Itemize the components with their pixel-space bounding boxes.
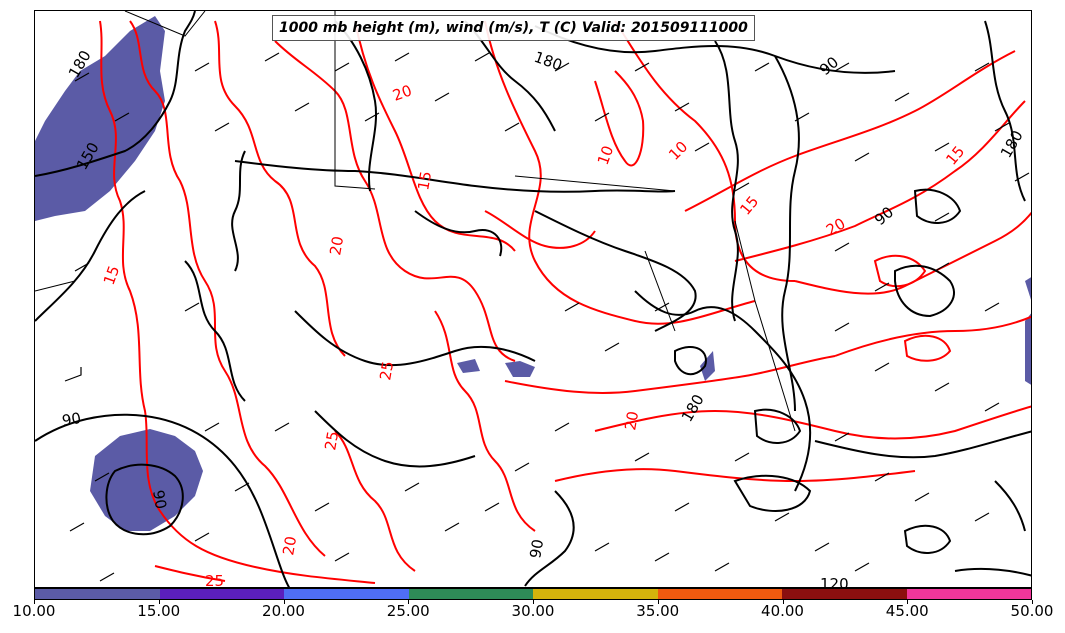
colorbar-segment-7 xyxy=(782,589,907,599)
colorbar-tick-label: 25.00 xyxy=(386,602,430,620)
colorbar-tick-mark xyxy=(408,600,410,604)
colorbar-tick-label: 50.00 xyxy=(1010,602,1054,620)
wind-barbs xyxy=(64,52,1030,582)
colorbar-tick-mark xyxy=(657,600,659,604)
colorbar-tick-label: 10.00 xyxy=(12,602,56,620)
colorbar-tick-mark xyxy=(533,600,534,604)
height-label-5: 90 xyxy=(61,409,83,430)
wind-speed-colorbar xyxy=(34,588,1032,600)
colorbar-tick-mark xyxy=(782,600,784,604)
temp-label-4: 20 xyxy=(390,81,414,104)
wind-speed-shading xyxy=(35,16,1031,531)
height-label-11: 180 xyxy=(678,391,708,425)
colorbar-tick-label: 20.00 xyxy=(262,602,305,620)
height-label-2: 180 xyxy=(532,48,565,75)
temperature-contours xyxy=(99,20,1031,584)
colorbar-tick-label: 45.00 xyxy=(885,602,929,620)
colorbar-segment-6 xyxy=(657,589,782,599)
temp-label-13: 25 xyxy=(376,360,397,382)
map-title: 1000 mb height (m), wind (m/s), T (C) Va… xyxy=(272,15,755,41)
colorbar-segment-3 xyxy=(284,589,409,599)
temp-label-10: 25 xyxy=(205,572,224,588)
colorbar-tick-mark xyxy=(34,600,35,604)
temp-label-14: 20 xyxy=(621,410,642,432)
temp-label-12: 25 xyxy=(321,430,342,452)
boundary-lines xyxy=(35,11,796,432)
temp-label-3: 20 xyxy=(326,235,347,257)
colorbar-segment-1 xyxy=(35,589,160,599)
colorbar-tick-mark xyxy=(283,600,285,604)
colorbar-tick-label: 15.00 xyxy=(137,602,181,620)
colorbar-segment-8 xyxy=(906,589,1031,599)
height-label-7: 90 xyxy=(816,53,842,79)
colorbar-tick-mark xyxy=(907,600,909,604)
colorbar-tick-label: 30.00 xyxy=(511,602,555,620)
temperature-contour-labels: 15 15 20 20 10 10 15 15 20 25 20 25 25 2… xyxy=(100,81,968,588)
colorbar-ticks: 10.00 15.00 20.00 25.00 30.00 35.00 40.0… xyxy=(0,600,1065,630)
height-label-4: 180 xyxy=(997,127,1027,161)
map-canvas: 180 180 150 180 90 90 90 120 90 90 180 1… xyxy=(35,11,1031,588)
temp-label-6: 10 xyxy=(665,138,691,164)
colorbar-tick-label: 40.00 xyxy=(761,602,804,620)
temp-label-7: 15 xyxy=(736,192,762,218)
colorbar-tick-mark xyxy=(1032,600,1033,604)
temp-label-11: 20 xyxy=(279,535,300,557)
colorbar-segment-4 xyxy=(408,589,533,599)
height-label-8: 120 xyxy=(820,575,849,588)
temp-label-5: 10 xyxy=(594,143,617,167)
colorbar-segment-2 xyxy=(159,589,284,599)
temp-label-2: 15 xyxy=(414,170,435,192)
colorbar-tick-mark xyxy=(158,600,160,604)
map-panel: 180 180 150 180 90 90 90 120 90 90 180 1… xyxy=(34,10,1032,588)
temp-label-1: 15 xyxy=(100,263,123,287)
height-label-9: 90 xyxy=(526,538,547,560)
height-label-6: 90 xyxy=(149,489,170,511)
colorbar-tick-label: 35.00 xyxy=(636,602,680,620)
colorbar-segment-5 xyxy=(533,589,658,599)
